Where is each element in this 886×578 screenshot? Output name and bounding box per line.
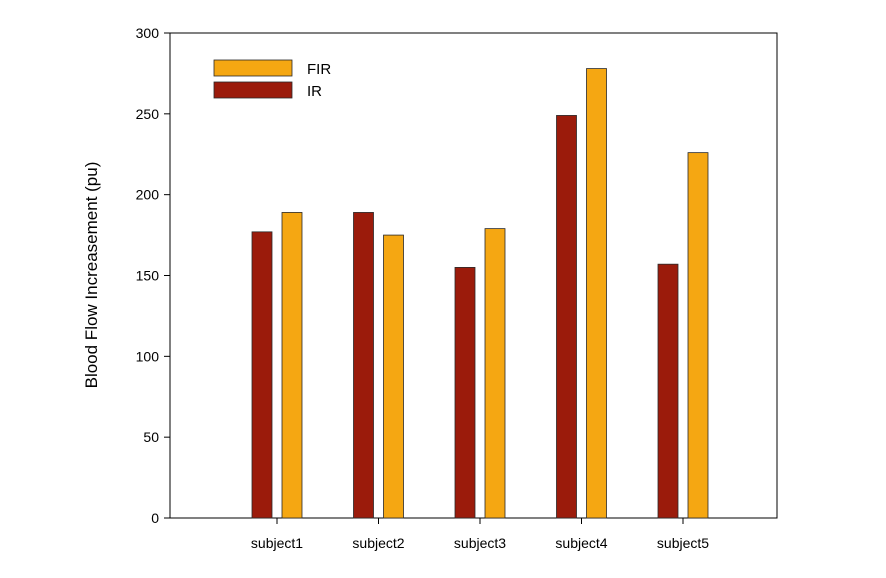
y-tick-label: 150 — [136, 268, 160, 284]
bar-ir-subject2 — [353, 212, 374, 519]
y-tick-label: 50 — [143, 429, 159, 445]
bars-group — [251, 68, 709, 519]
x-tick-label: subject1 — [251, 535, 303, 551]
legend-label-ir: IR — [307, 83, 322, 100]
x-tick-label: subject3 — [454, 535, 506, 551]
bar-fir-subject1 — [281, 212, 303, 519]
bar-ir-subject4 — [556, 115, 577, 519]
bar-fir-subject5 — [687, 152, 709, 519]
x-axis: subject1 subject2 subject3 subject4 subject5 — [251, 518, 709, 551]
y-tick-label: 200 — [136, 187, 160, 203]
y-tick-label: 250 — [136, 106, 160, 122]
x-tick-label: subject4 — [555, 535, 607, 551]
y-axis: 0 50 100 150 200 250 300 — [136, 25, 170, 526]
y-tick-label: 0 — [151, 510, 159, 526]
x-tick-label: subject5 — [657, 535, 709, 551]
bar-fir-subject2 — [383, 234, 404, 519]
x-tick-label: subject2 — [352, 535, 404, 551]
bar-ir-subject1 — [251, 231, 273, 519]
bar-fir-subject4 — [586, 68, 607, 519]
legend: FIR IR — [213, 59, 331, 100]
legend-label-fir: FIR — [307, 61, 331, 78]
legend-swatch-ir — [213, 81, 293, 99]
legend-swatch-fir — [213, 59, 293, 77]
y-axis-title: Blood Flow Increasement (pu) — [82, 162, 101, 389]
y-tick-label: 300 — [136, 25, 160, 41]
bar-fir-subject3 — [484, 228, 506, 519]
y-tick-label: 100 — [136, 348, 160, 364]
bar-ir-subject3 — [454, 267, 476, 519]
bar-ir-subject5 — [657, 263, 679, 519]
